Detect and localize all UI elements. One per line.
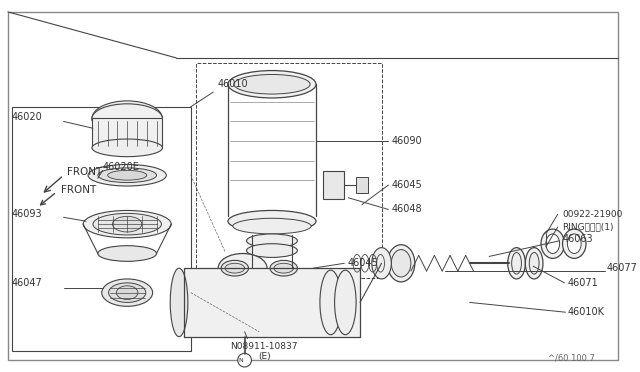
Text: 00922-21900: 00922-21900 bbox=[563, 210, 623, 219]
Text: N08911-10837: N08911-10837 bbox=[230, 342, 298, 351]
Text: 46071: 46071 bbox=[568, 278, 598, 288]
Text: FRONT: FRONT bbox=[67, 167, 102, 177]
Ellipse shape bbox=[98, 246, 157, 262]
Ellipse shape bbox=[246, 244, 298, 257]
Bar bbox=[356, 177, 368, 193]
Text: FRONT: FRONT bbox=[61, 185, 96, 195]
Ellipse shape bbox=[568, 234, 581, 253]
Text: 46020: 46020 bbox=[12, 112, 42, 122]
Circle shape bbox=[237, 353, 252, 367]
Ellipse shape bbox=[234, 74, 310, 94]
Ellipse shape bbox=[529, 253, 539, 274]
Ellipse shape bbox=[508, 248, 525, 279]
Ellipse shape bbox=[92, 104, 163, 133]
Bar bbox=[184, 268, 360, 337]
Ellipse shape bbox=[228, 71, 316, 98]
Text: 46063: 46063 bbox=[563, 234, 593, 244]
Ellipse shape bbox=[109, 283, 146, 302]
Ellipse shape bbox=[391, 250, 411, 277]
Ellipse shape bbox=[221, 260, 248, 276]
Ellipse shape bbox=[108, 170, 147, 180]
Ellipse shape bbox=[320, 270, 341, 335]
Bar bbox=[92, 119, 163, 148]
Bar bbox=[323, 171, 344, 199]
Text: 46045: 46045 bbox=[348, 258, 378, 268]
Ellipse shape bbox=[88, 164, 166, 186]
Ellipse shape bbox=[98, 168, 157, 183]
Text: 46010: 46010 bbox=[217, 79, 248, 89]
Ellipse shape bbox=[335, 270, 356, 335]
Text: RINGリング(1): RINGリング(1) bbox=[563, 222, 614, 232]
Ellipse shape bbox=[525, 248, 543, 279]
Bar bbox=[196, 63, 381, 278]
Ellipse shape bbox=[372, 248, 391, 279]
Ellipse shape bbox=[93, 214, 161, 235]
Ellipse shape bbox=[563, 229, 586, 259]
Ellipse shape bbox=[541, 229, 564, 259]
Ellipse shape bbox=[274, 263, 294, 273]
Ellipse shape bbox=[83, 211, 172, 238]
Ellipse shape bbox=[116, 286, 138, 299]
Ellipse shape bbox=[225, 263, 244, 273]
Ellipse shape bbox=[92, 101, 163, 136]
Text: N: N bbox=[238, 357, 243, 363]
Ellipse shape bbox=[218, 253, 267, 283]
Ellipse shape bbox=[102, 279, 152, 306]
Ellipse shape bbox=[546, 234, 559, 253]
Text: 46093: 46093 bbox=[12, 209, 42, 219]
Text: 46020E: 46020E bbox=[103, 163, 140, 172]
Ellipse shape bbox=[387, 245, 415, 282]
Ellipse shape bbox=[92, 139, 163, 157]
Ellipse shape bbox=[511, 253, 522, 274]
Ellipse shape bbox=[246, 234, 298, 248]
Text: 46045: 46045 bbox=[391, 180, 422, 190]
Ellipse shape bbox=[233, 218, 311, 234]
Ellipse shape bbox=[270, 260, 298, 276]
Text: 46090: 46090 bbox=[391, 136, 422, 146]
Text: ^/60 100 7: ^/60 100 7 bbox=[548, 354, 595, 363]
Ellipse shape bbox=[113, 217, 142, 232]
Text: 46010K: 46010K bbox=[568, 307, 604, 317]
Text: 46048: 46048 bbox=[391, 205, 422, 215]
Bar bbox=[12, 107, 191, 351]
Text: 46077: 46077 bbox=[607, 263, 637, 273]
Text: 46047: 46047 bbox=[12, 278, 42, 288]
Text: (E): (E) bbox=[258, 352, 271, 361]
Ellipse shape bbox=[170, 268, 188, 337]
Ellipse shape bbox=[228, 211, 316, 232]
